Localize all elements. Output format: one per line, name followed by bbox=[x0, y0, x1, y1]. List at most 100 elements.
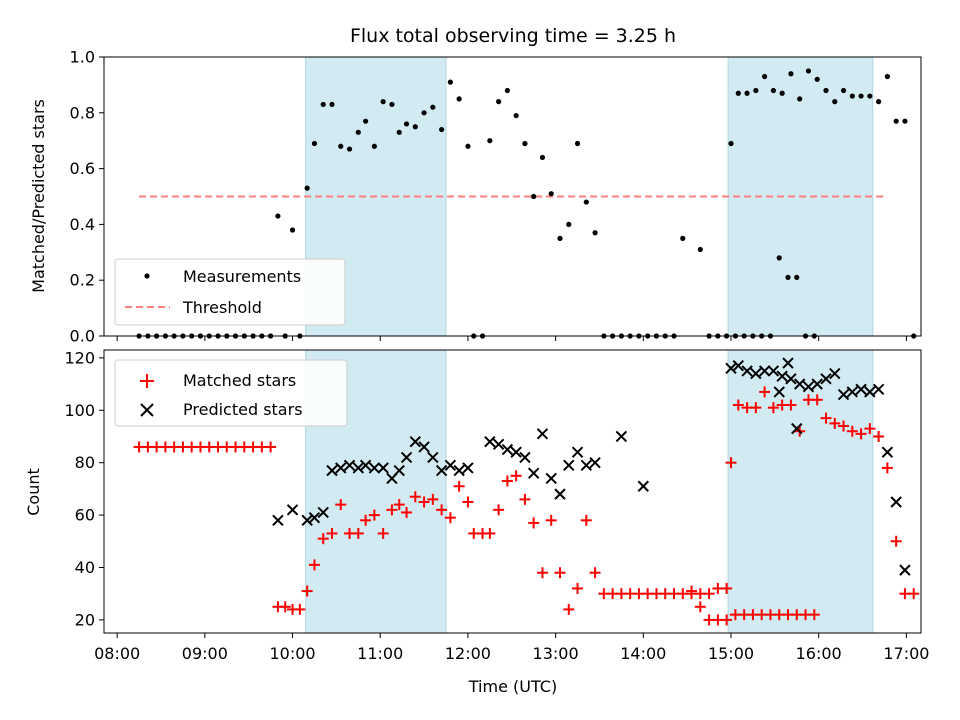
predicted-star-point bbox=[785, 373, 797, 385]
matched-star-point bbox=[409, 491, 421, 503]
matched-star-point bbox=[265, 441, 277, 453]
x-b bbox=[444, 459, 457, 472]
top-x-ticks bbox=[116, 336, 907, 341]
matched-star-point bbox=[393, 499, 405, 511]
measurement-point bbox=[858, 93, 864, 99]
x-b bbox=[782, 357, 794, 369]
matched-star-point bbox=[838, 420, 850, 432]
predicted-star-point bbox=[741, 365, 753, 377]
x-b bbox=[615, 430, 628, 443]
predicted-star-point bbox=[519, 451, 531, 464]
measurement-point bbox=[840, 87, 847, 94]
x-b bbox=[545, 472, 557, 485]
measurement-point bbox=[412, 124, 418, 130]
y-tick-label: 1.0 bbox=[70, 48, 95, 67]
predicted-star-point bbox=[462, 462, 474, 474]
matched-star-point bbox=[279, 601, 291, 613]
x-tick-label: 14:00 bbox=[620, 644, 666, 663]
bottom-points-layer bbox=[133, 357, 920, 626]
predicted-star-point bbox=[536, 428, 549, 440]
predicted-star-point bbox=[637, 480, 650, 492]
measurement-point bbox=[389, 101, 395, 108]
predicted-star-point bbox=[837, 388, 850, 401]
bottom-y-axis-label: Count bbox=[24, 468, 43, 516]
x-b bbox=[326, 464, 338, 477]
measurement-point bbox=[785, 274, 791, 281]
predicted-star-point bbox=[554, 488, 566, 500]
x-tick-label: 15:00 bbox=[708, 644, 754, 663]
measurement-point bbox=[557, 235, 563, 241]
x-b bbox=[335, 462, 347, 474]
x-b bbox=[881, 446, 894, 458]
matched-star-point bbox=[846, 425, 858, 437]
measurement-point bbox=[363, 118, 369, 124]
x-b bbox=[890, 496, 902, 508]
x-b bbox=[343, 459, 356, 472]
measurement-point bbox=[794, 274, 800, 281]
predicted-star-point bbox=[326, 464, 338, 477]
measurement-point bbox=[522, 140, 528, 147]
x-b bbox=[272, 514, 284, 527]
x-b bbox=[308, 511, 321, 524]
predicted-star-point bbox=[793, 378, 806, 390]
predicted-star-point bbox=[545, 472, 557, 485]
matched-star-point bbox=[386, 504, 398, 516]
y-tick-label: 0.6 bbox=[70, 159, 95, 178]
shaded-region-2 bbox=[727, 349, 874, 634]
predicted-star-point bbox=[791, 422, 803, 435]
predicted-star-point bbox=[335, 462, 347, 474]
measurement-point bbox=[753, 87, 759, 94]
matched-star-point bbox=[510, 470, 522, 482]
matched-star-point bbox=[703, 588, 715, 600]
measurement-point bbox=[496, 99, 502, 105]
predicted-star-point bbox=[571, 446, 584, 458]
top-panel: 0.0 0.2 0.4 0.6 0.8 1.0 Matched/Predicted sta… bbox=[29, 48, 922, 346]
matched-star-point bbox=[536, 567, 548, 579]
predicted-star-point bbox=[409, 436, 422, 448]
measurement-point bbox=[355, 129, 361, 135]
matched-star-point bbox=[462, 496, 474, 508]
x-b bbox=[563, 459, 575, 472]
x-b bbox=[741, 365, 753, 377]
matched-star-point bbox=[294, 603, 306, 615]
predicted-star-point bbox=[484, 436, 496, 448]
x-b bbox=[453, 464, 465, 477]
x-b bbox=[732, 360, 745, 372]
bottom-legend-box bbox=[114, 359, 348, 427]
y-tick-label: 0.8 bbox=[70, 103, 95, 122]
x-b bbox=[418, 441, 430, 453]
x-b bbox=[317, 506, 329, 519]
measurement-point bbox=[421, 110, 427, 116]
matched-star-point bbox=[767, 402, 779, 414]
x-b bbox=[527, 467, 540, 479]
x-b bbox=[286, 504, 299, 516]
x-b bbox=[580, 459, 593, 472]
predicted-star-point bbox=[864, 386, 876, 398]
matched-star-point bbox=[908, 588, 920, 600]
measurement-point bbox=[329, 101, 335, 108]
predicted-star-point bbox=[359, 459, 372, 472]
matched-star-point bbox=[501, 475, 513, 487]
x-b bbox=[767, 365, 780, 377]
predicted-star-point bbox=[782, 357, 794, 369]
x-b bbox=[829, 367, 841, 380]
x-b bbox=[359, 459, 372, 472]
x-b bbox=[352, 462, 365, 474]
predicted-star-point bbox=[368, 462, 381, 474]
measurement-point bbox=[849, 93, 855, 99]
measurement-point bbox=[403, 121, 410, 127]
measurement-point bbox=[832, 99, 838, 105]
matched-star-point bbox=[721, 582, 733, 594]
x-tick-label: 17:00 bbox=[883, 644, 929, 663]
x-b bbox=[811, 378, 823, 390]
measurement-point bbox=[814, 76, 820, 82]
y-tick-label: 0.4 bbox=[70, 215, 95, 234]
measurement-point bbox=[380, 99, 386, 105]
x-axis-label: Time (UTC) bbox=[468, 677, 557, 696]
x-tick-label: 08:00 bbox=[94, 644, 140, 663]
measurement-point bbox=[574, 140, 581, 147]
predicted-star-point bbox=[308, 511, 321, 524]
predicted-star-point bbox=[750, 367, 762, 380]
x-tick-label: 09:00 bbox=[182, 644, 228, 663]
predicted-star-point bbox=[418, 441, 430, 453]
